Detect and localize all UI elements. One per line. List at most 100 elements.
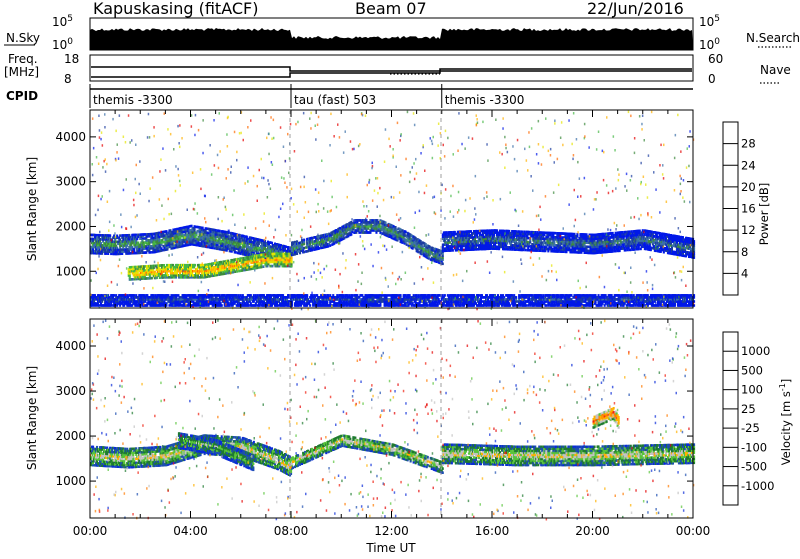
- data-cell: [429, 246, 431, 249]
- data-cell: [350, 233, 352, 236]
- data-cell: [554, 232, 556, 235]
- nsearch-tick-bottom: 100: [699, 37, 720, 52]
- nsearch-label: N.Search: [746, 31, 800, 45]
- date-title: 22/Jun/2016: [587, 0, 684, 18]
- data-cell: [162, 241, 164, 244]
- nsky-tick-bottom: 100: [52, 37, 73, 52]
- data-cell: [151, 277, 153, 280]
- data-cell: [524, 249, 526, 252]
- freq-tick-top: 18: [64, 52, 79, 66]
- data-cell: [395, 226, 397, 229]
- data-cell: [194, 225, 196, 228]
- data-cell: [135, 266, 137, 269]
- data-cell: [137, 234, 139, 237]
- data-cell: [406, 243, 408, 246]
- data-cell: [449, 241, 451, 244]
- data-cell: [132, 278, 134, 281]
- cpid-label: CPID: [6, 89, 38, 103]
- data-cell: [303, 247, 305, 250]
- data-cell: [274, 243, 276, 246]
- data-cell: [220, 261, 222, 264]
- data-cell: [420, 240, 422, 243]
- data-cell: [527, 237, 529, 240]
- data-cell: [166, 264, 168, 267]
- data-cell: [560, 246, 562, 249]
- cpid-segment-label: themis -3300: [445, 93, 525, 107]
- nave-label: Nave: [760, 63, 791, 77]
- data-cell: [586, 245, 588, 248]
- data-cell: [422, 245, 424, 248]
- data-cell: [176, 228, 178, 231]
- cpid-segment-label: tau (fast) 503: [294, 93, 376, 107]
- data-cell: [503, 230, 505, 233]
- data-cell: [329, 244, 331, 247]
- data-cell: [639, 230, 641, 233]
- data-cell: [248, 246, 250, 249]
- data-cell: [442, 263, 444, 266]
- data-cell: [194, 264, 196, 267]
- data-cell: [219, 230, 221, 233]
- data-cell: [446, 231, 448, 234]
- freq-label: Freq.: [8, 52, 38, 66]
- data-cell: [432, 247, 434, 250]
- station-title: Kapuskasing (fitACF): [93, 0, 258, 18]
- data-cell: [116, 235, 118, 238]
- data-cell: [271, 242, 273, 245]
- cpid-panel: CPID themis -3300 tau (fast) 503 themis -3…: [6, 84, 693, 108]
- nave-tick-bottom: 0: [708, 72, 716, 86]
- data-cell: [393, 225, 395, 228]
- data-cell: [143, 265, 145, 268]
- data-cell: [418, 251, 420, 254]
- data-cell: [496, 246, 498, 249]
- data-cell: [149, 251, 151, 254]
- data-cell: [402, 229, 404, 232]
- nsky-trace: [90, 28, 693, 50]
- data-cell: [423, 248, 425, 251]
- data-cell: [303, 239, 305, 242]
- data-cell: [271, 265, 273, 268]
- data-cell: [184, 264, 186, 267]
- data-cell: [286, 253, 288, 256]
- cpid-segment-label: themis -3300: [93, 93, 173, 107]
- data-cell: [425, 243, 427, 246]
- data-cell: [405, 231, 407, 234]
- data-cell: [262, 265, 264, 268]
- data-cell: [235, 251, 237, 254]
- data-cell: [415, 237, 417, 240]
- data-cell: [160, 247, 162, 250]
- data-cell: [234, 270, 236, 273]
- data-cell: [186, 264, 188, 267]
- data-cell: [209, 263, 211, 266]
- data-cell: [280, 244, 282, 247]
- freq-panel: Freq. [MHz] 18 8 60 0 Nave: [4, 52, 791, 86]
- freq-tick-bottom: 8: [64, 72, 72, 86]
- data-cell: [291, 257, 293, 260]
- data-cell: [396, 229, 398, 232]
- data-cell: [385, 222, 387, 225]
- data-cell: [292, 241, 294, 244]
- data-cell: [339, 227, 341, 230]
- data-cell: [226, 268, 228, 271]
- data-cell: [452, 249, 454, 252]
- nsky-tick-top: 105: [52, 14, 73, 29]
- data-cell: [242, 257, 244, 260]
- data-cell: [94, 234, 96, 237]
- nsky-label: N.Sky: [6, 31, 40, 45]
- data-cell: [119, 234, 121, 237]
- nsky-panel: N.Sky 105 100 105 100 N.Search: [4, 14, 800, 52]
- data-cell: [318, 247, 320, 250]
- freq-unit-label: [MHz]: [4, 65, 39, 79]
- nsearch-tick-top: 105: [699, 14, 720, 29]
- data-cell: [593, 234, 595, 237]
- beam-title: Beam 07: [355, 0, 427, 18]
- data-cell: [239, 234, 241, 237]
- nave-tick-top: 60: [708, 52, 723, 66]
- power-data: [90, 111, 695, 311]
- data-cell: [379, 225, 381, 228]
- nave-trace: [91, 69, 692, 77]
- data-cell: [303, 251, 305, 254]
- data-cell: [613, 234, 615, 237]
